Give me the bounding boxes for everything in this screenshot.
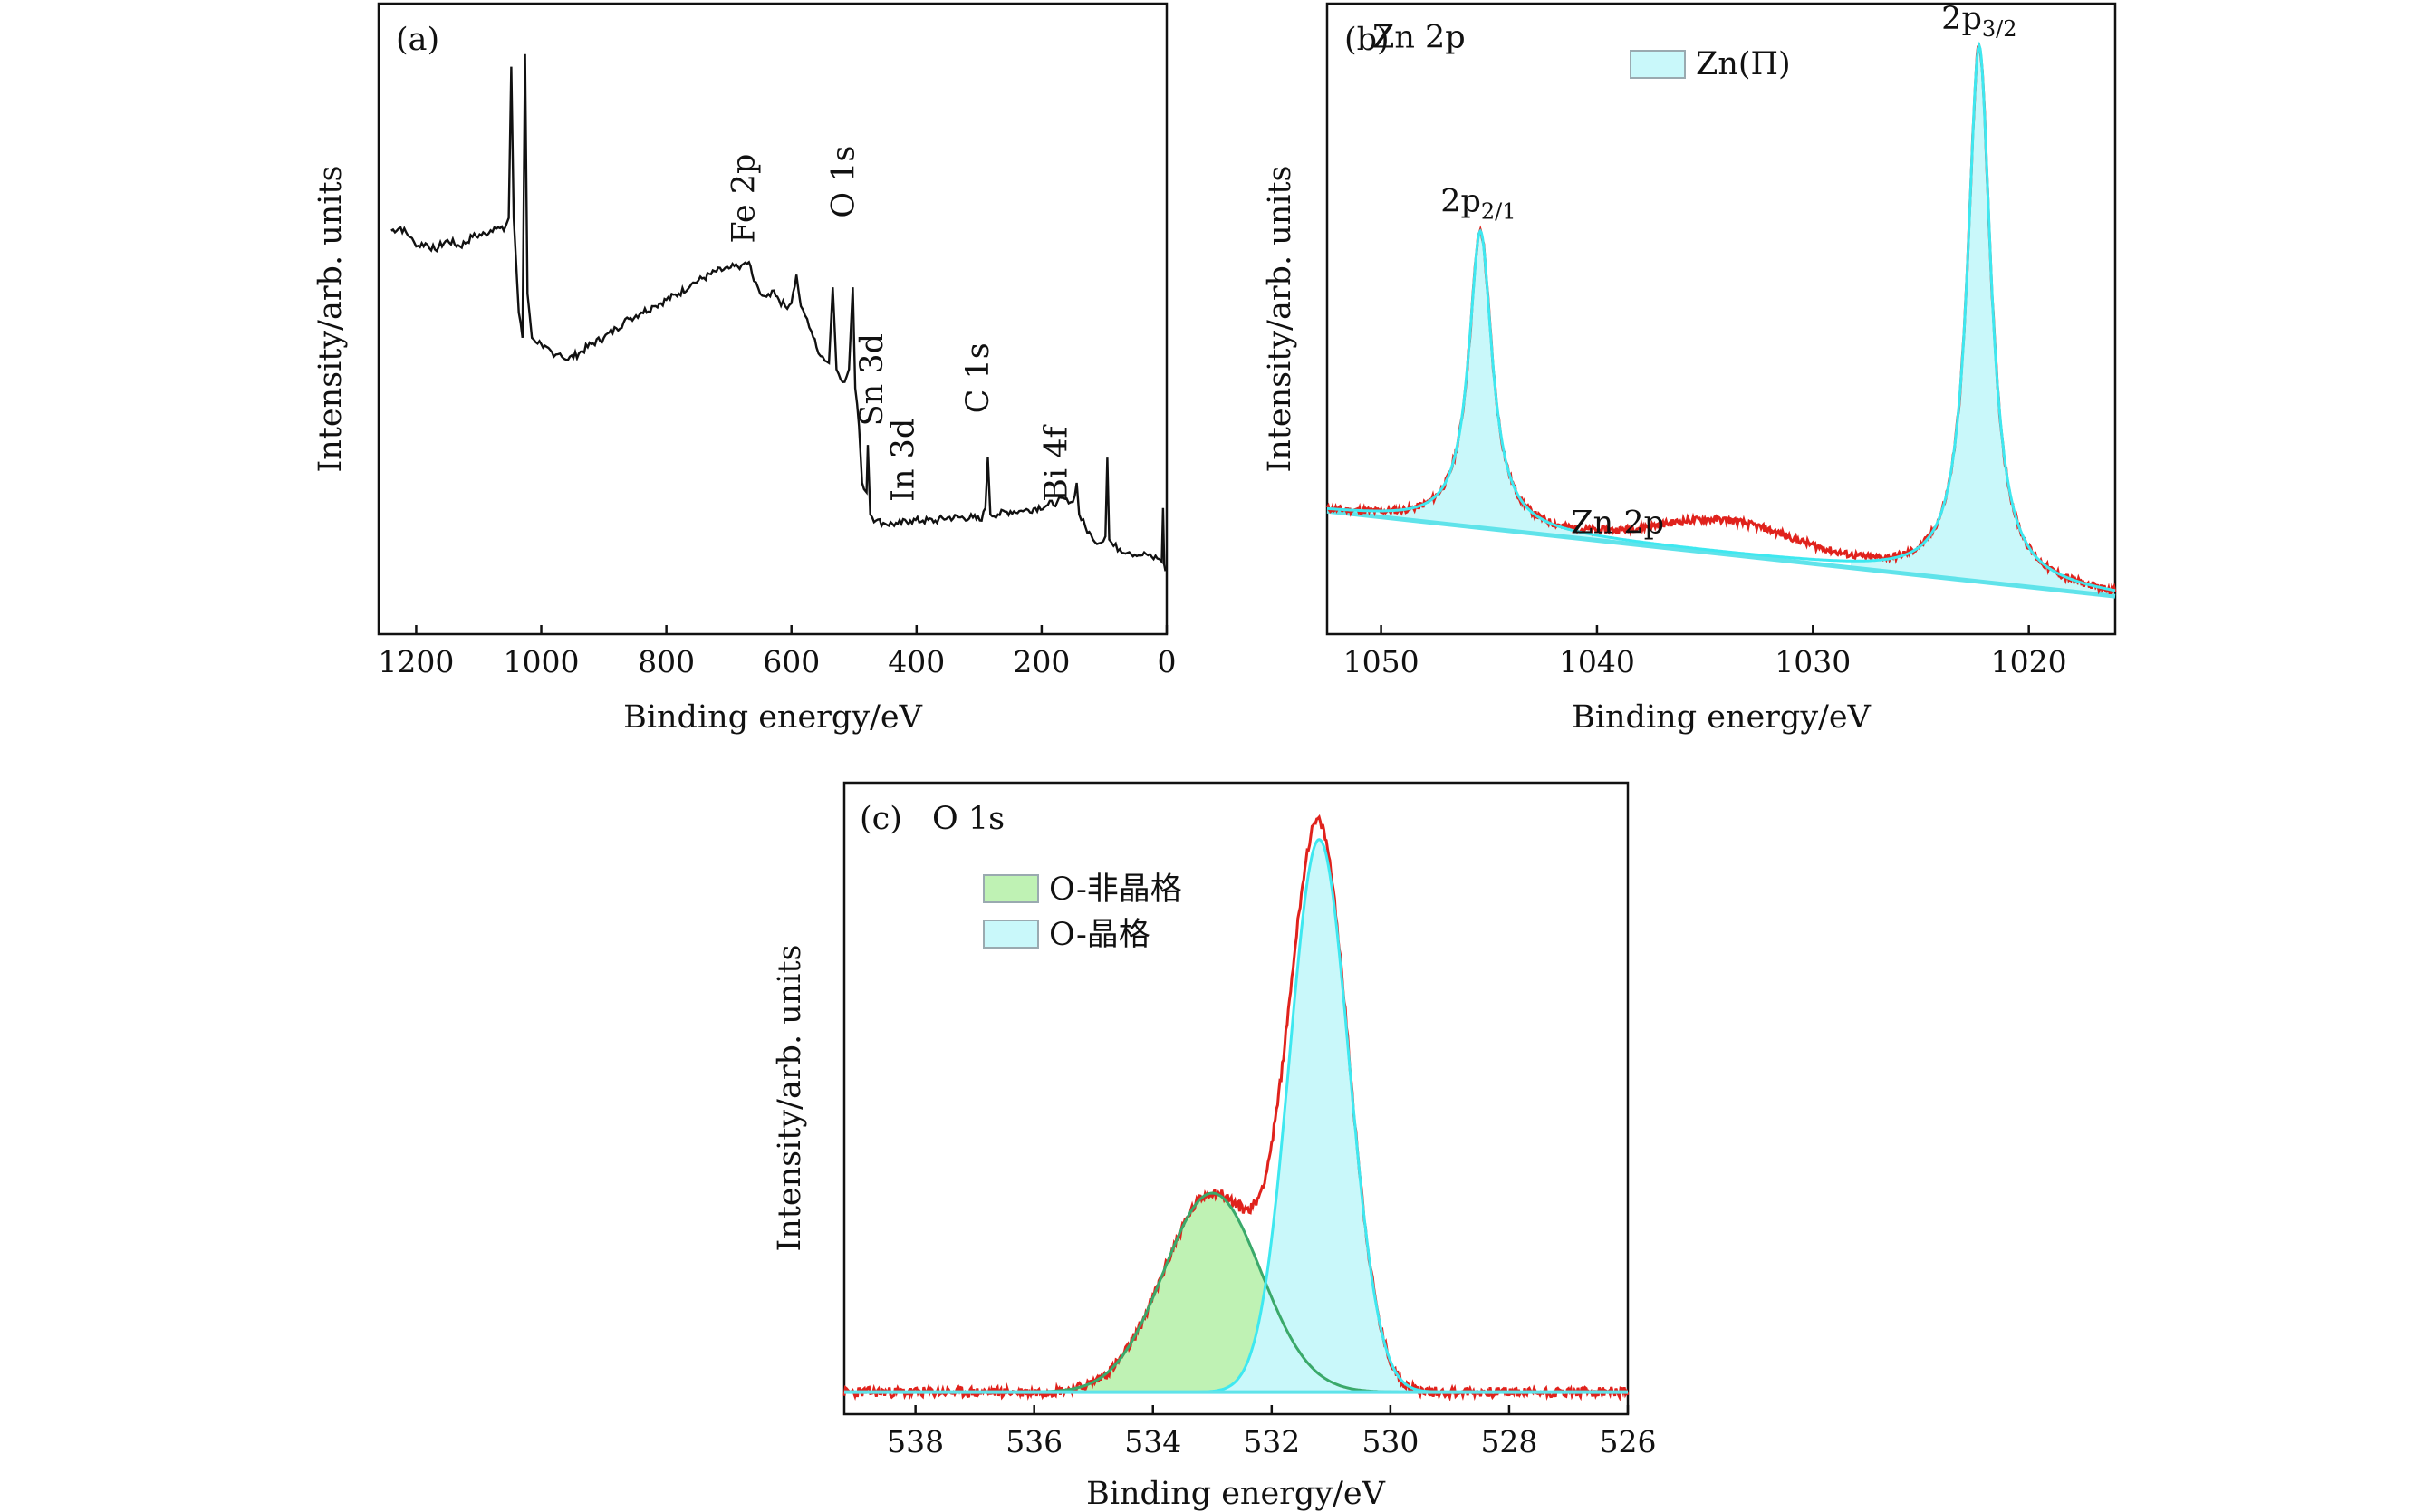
panel-b-plot [1325,41,2117,599]
o-nonlattice-peak-fill [844,1193,1628,1392]
panel-a-survey: (a) 1200 1000 800 600 400 200 0 Fe 2p O 1s Sn 3d… [313,2,1177,736]
peak-annotation: C 1s [960,342,996,413]
legend-swatch [983,920,1039,949]
panel-c-legend: O-非晶格 O-晶格 [983,872,1182,953]
zn-peak-fill [1851,45,2109,596]
legend-label: O-非晶格 [1049,872,1182,908]
peak-annotation: Sn 3d [854,333,890,426]
panel-a-ylabel: Intensity/arb. units [313,165,349,472]
peak-annotation: Zn 2p [1372,20,1466,56]
x-tick-label: 400 [888,644,945,679]
panel-a-label: (a) [396,22,439,58]
panel-b-label: (b) [1344,22,1390,58]
panel-c-ticks: 538 536 534 532 530 528 526 [887,1405,1657,1459]
peak-annotation: In 3d [885,419,921,502]
legend-label: Zn(Π) [1696,46,1791,82]
panel-a-ticks: 1200 1000 800 600 400 200 0 [378,625,1177,679]
panel-a-frame [377,2,1169,636]
panel-b-ylabel: Intensity/arb. units [1262,165,1298,472]
panel-c-ylabel: Intensity/arb. units [772,944,808,1251]
peak-annotation: 2p2/1 [1440,184,1516,225]
x-tick-label: 530 [1362,1424,1419,1459]
peak-annotation: Fe 2p [726,154,762,244]
panel-a-xlabel: Binding energy/eV [623,699,923,736]
peak-annotation: O 1s [826,146,862,218]
panel-c-o1s: (c) O 1s 538 536 534 532 530 528 526 O-非晶格 O-晶格… [772,781,1657,1512]
panel-a-plot [390,53,1167,572]
fit-envelope-line [1326,41,2116,592]
x-tick-label: 1020 [1991,644,2067,679]
x-tick-label: 600 [763,644,820,679]
x-tick-label: 536 [1006,1424,1063,1459]
x-tick-label: 800 [638,644,695,679]
panel-b-xlabel: Binding energy/eV [1572,699,1872,736]
x-tick-label: 526 [1600,1424,1657,1459]
legend-swatch [1630,50,1686,79]
panel-b-ticks: 1050 1040 1030 1020 [1343,625,2067,679]
panel-c-frame [842,781,1630,1416]
x-tick-label: 1030 [1775,644,1851,679]
panel-c-xlabel: Binding energy/eV [1086,1476,1386,1512]
panel-b-zn2p: (b) 1050 1040 1030 1020 Zn 2p 2p2/1 2p3/2 Zn 2… [1262,1,2117,736]
background-line [1326,508,2116,599]
peak-annotation: Zn 2p [1571,506,1664,542]
peak-annotation: Bi 4f [1039,424,1075,502]
panel-c-title-text: O 1s [932,801,1005,837]
zn-peak-fill [1352,231,1611,542]
x-tick-label: 528 [1480,1424,1537,1459]
measured-spectrum-line [842,814,1630,1402]
legend-swatch [983,874,1039,903]
x-tick-label: 200 [1013,644,1070,679]
x-tick-label: 1000 [504,644,580,679]
panel-b-legend: Zn(Π) [1630,46,1791,82]
x-tick-label: 0 [1158,644,1177,679]
survey-spectrum-line [390,53,1167,572]
legend-label: O-晶格 [1049,917,1150,953]
x-tick-label: 1050 [1343,644,1419,679]
x-tick-label: 532 [1243,1424,1300,1459]
peak-annotation: 2p3/2 [1941,1,2016,42]
panel-b-frame [1325,2,2117,636]
panel-c-label: (c) [860,801,902,837]
x-tick-label: 534 [1124,1424,1181,1459]
x-tick-label: 538 [887,1424,944,1459]
x-tick-label: 1200 [378,644,454,679]
panel-c-plot [842,814,1630,1402]
x-tick-label: 1040 [1559,644,1635,679]
